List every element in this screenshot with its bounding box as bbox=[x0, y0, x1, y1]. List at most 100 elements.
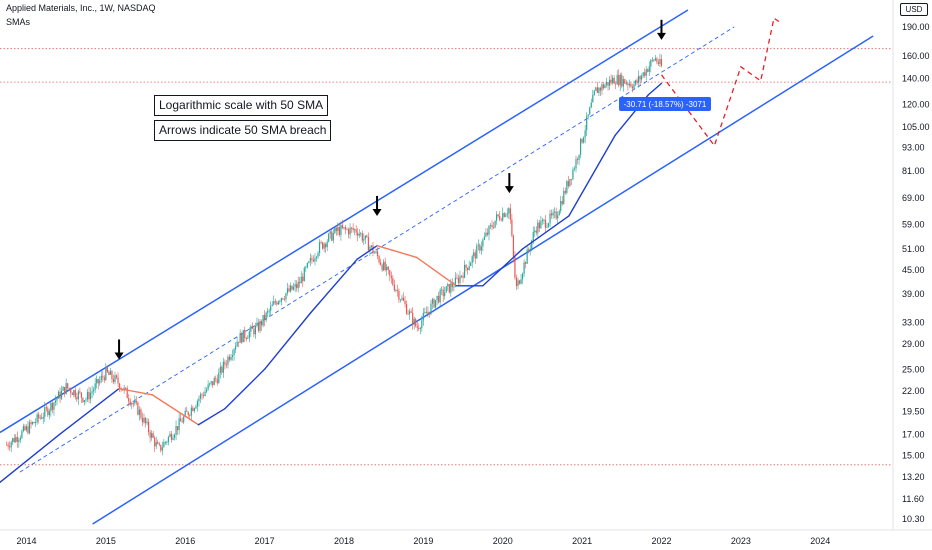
candle-body bbox=[535, 230, 537, 233]
candle-body bbox=[263, 314, 266, 321]
candle-body bbox=[424, 312, 426, 313]
candle-body bbox=[135, 401, 137, 403]
candle-body bbox=[386, 266, 388, 271]
candle-body bbox=[343, 227, 345, 229]
candle-body bbox=[170, 433, 173, 440]
candle-body bbox=[433, 299, 435, 308]
candle-body bbox=[473, 252, 475, 257]
channel-upper-line[interactable] bbox=[0, 9, 689, 434]
measure-badge[interactable] bbox=[619, 97, 711, 111]
candle-body bbox=[193, 408, 195, 412]
candle-body bbox=[143, 417, 145, 423]
candle-body bbox=[409, 311, 411, 315]
candle-body bbox=[271, 304, 273, 307]
price-tick-label: 160.00 bbox=[902, 51, 930, 61]
channel-lower-line[interactable] bbox=[92, 35, 874, 525]
candle-body bbox=[65, 383, 67, 394]
candle-body bbox=[405, 303, 408, 314]
price-tick-label: 140.00 bbox=[902, 73, 930, 83]
candle-body bbox=[641, 75, 643, 80]
candle-body bbox=[642, 72, 644, 76]
candle-body bbox=[13, 438, 15, 442]
channel-mid-line[interactable] bbox=[19, 26, 735, 473]
candle-body bbox=[462, 275, 464, 278]
time-tick-label: 2023 bbox=[731, 536, 751, 546]
candle-body bbox=[512, 235, 515, 257]
time-axis[interactable]: 2014 2015 2016 2017 2018 2019 2020 2021 2022 2023… bbox=[0, 529, 932, 546]
candle-body bbox=[244, 329, 246, 339]
candle-body bbox=[567, 181, 569, 186]
candle-body bbox=[239, 333, 241, 343]
candle-body bbox=[395, 289, 397, 291]
candle-body bbox=[216, 379, 218, 384]
candle-body bbox=[425, 312, 428, 314]
projection-path bbox=[660, 17, 781, 148]
candle-body bbox=[176, 425, 179, 431]
candle-body bbox=[44, 407, 46, 417]
candle-body bbox=[639, 76, 641, 80]
candle-body bbox=[363, 239, 365, 241]
candle-body bbox=[590, 102, 592, 108]
candle-body bbox=[607, 81, 609, 86]
candle-body bbox=[6, 444, 8, 446]
candle-body bbox=[238, 341, 240, 343]
candle-body bbox=[587, 114, 589, 117]
candle-body bbox=[175, 425, 177, 435]
sma-50-segment bbox=[310, 258, 358, 314]
candle-body bbox=[192, 407, 194, 412]
candle-body bbox=[257, 322, 260, 331]
candle-body bbox=[247, 338, 249, 339]
candle-body bbox=[651, 59, 653, 61]
candle-body bbox=[477, 244, 479, 246]
candle-body bbox=[224, 361, 226, 365]
candle-body bbox=[604, 85, 606, 89]
candle-body bbox=[549, 213, 551, 224]
candle-body bbox=[225, 364, 228, 366]
candle-body bbox=[335, 227, 337, 232]
candle-body bbox=[16, 436, 18, 442]
candle-body bbox=[215, 378, 217, 380]
candle-body bbox=[250, 326, 252, 332]
candle-body bbox=[260, 321, 263, 326]
candle-body bbox=[483, 236, 486, 240]
candle-body bbox=[318, 242, 321, 254]
price-tick-label: 19.50 bbox=[902, 406, 925, 416]
measure-tool[interactable]: -30.71 (-18.57%) -3071 bbox=[619, 97, 711, 111]
candle-body bbox=[505, 214, 507, 217]
candle-body bbox=[157, 442, 159, 444]
candle-body bbox=[427, 311, 429, 314]
candle-body bbox=[227, 356, 229, 365]
candle-body bbox=[274, 301, 276, 303]
price-axis[interactable]: 2 10.3011.6013.2015.0017.0019.5022.0025.… bbox=[892, 0, 930, 530]
sma-50-segment bbox=[482, 248, 524, 287]
candle-body bbox=[407, 313, 409, 315]
candle-body bbox=[459, 275, 461, 283]
candle-body bbox=[416, 326, 418, 328]
candle-body bbox=[595, 87, 597, 91]
candle-body bbox=[560, 201, 562, 212]
candle-body bbox=[586, 116, 588, 131]
candle-body bbox=[209, 383, 211, 385]
candle-body bbox=[517, 280, 519, 286]
candle-body bbox=[79, 391, 81, 393]
candle-body bbox=[550, 213, 553, 216]
indicator-label[interactable]: SMAs bbox=[6, 17, 31, 27]
candle-body bbox=[311, 258, 313, 260]
breach-arrow-head bbox=[372, 208, 382, 216]
candle-body bbox=[219, 366, 221, 373]
candle-body bbox=[152, 433, 154, 438]
candle-body bbox=[526, 249, 528, 264]
candle-body bbox=[309, 258, 311, 262]
candle-body bbox=[207, 384, 209, 390]
time-tick-label: 2024 bbox=[810, 536, 830, 546]
candle-body bbox=[18, 439, 20, 442]
candle-body bbox=[413, 319, 415, 325]
candle-body bbox=[25, 426, 28, 431]
candle-body bbox=[115, 375, 118, 378]
currency-tag[interactable]: USD bbox=[900, 3, 928, 16]
projection-polyline[interactable] bbox=[660, 17, 781, 148]
price-candles bbox=[6, 53, 663, 456]
candle-body bbox=[479, 244, 481, 251]
price-tick-label: 69.00 bbox=[902, 193, 925, 203]
